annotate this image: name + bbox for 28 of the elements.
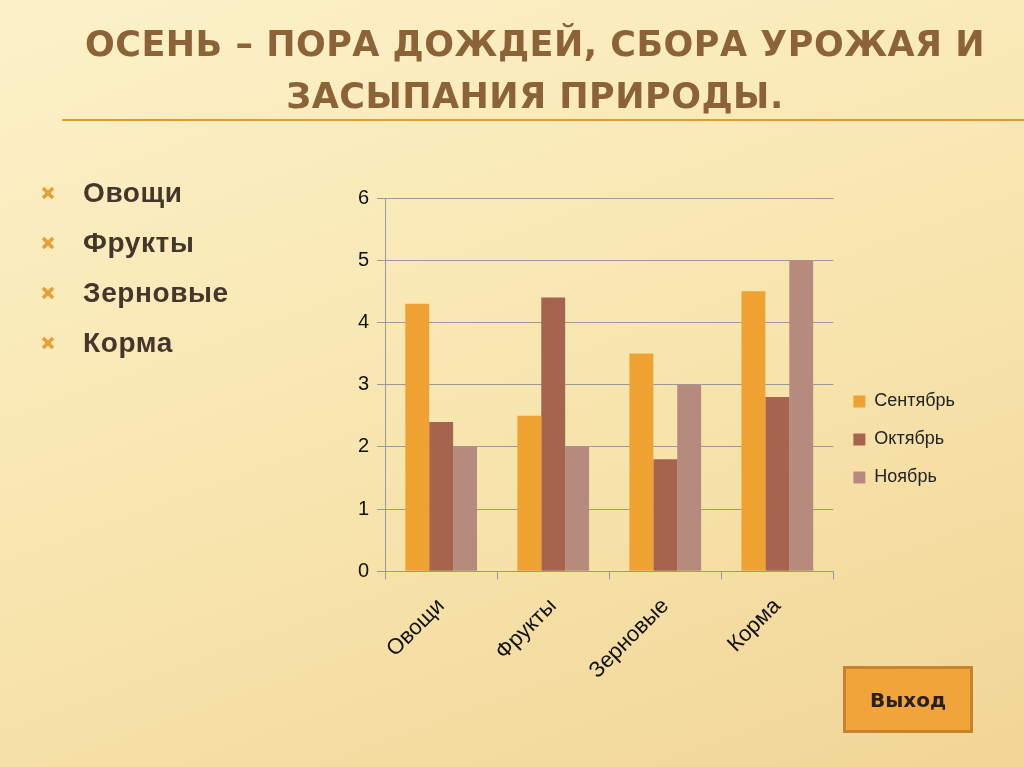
bar [453, 446, 478, 571]
y-tick-label: 1 [358, 496, 370, 519]
chart-title: ОСЕНЬ – ПОРА ДОЖДЕЙ, СБОРА УРОЖАЯ И ЗАСЫПАНИЯ ПРИРОДЫ. [83, 22, 987, 118]
bar [789, 260, 814, 571]
y-tick-label: 2 [358, 434, 370, 457]
y-tick-label: 4 [358, 309, 370, 332]
y-tick-label: 5 [358, 247, 370, 270]
bar [565, 446, 590, 571]
y-tick-label: 0 [358, 558, 370, 581]
bar [429, 421, 454, 571]
y-tick-label: 3 [358, 372, 370, 395]
text: Корма [83, 327, 173, 359]
bar [653, 459, 678, 571]
bar [405, 303, 430, 571]
bar [541, 297, 566, 571]
bar [765, 397, 790, 571]
button: Выход [843, 666, 973, 733]
bar [517, 415, 542, 571]
text: Фрукты [83, 227, 195, 259]
bar [741, 291, 766, 571]
text: Зерновые [83, 277, 229, 309]
legend-label: Октябрь [874, 428, 945, 449]
text: Овощи [83, 177, 183, 209]
legend-label: Сентябрь [874, 390, 955, 411]
legend-label: Ноябрь [874, 466, 937, 487]
bar [677, 384, 702, 571]
bar [629, 353, 654, 571]
y-tick-label: 6 [358, 185, 370, 208]
